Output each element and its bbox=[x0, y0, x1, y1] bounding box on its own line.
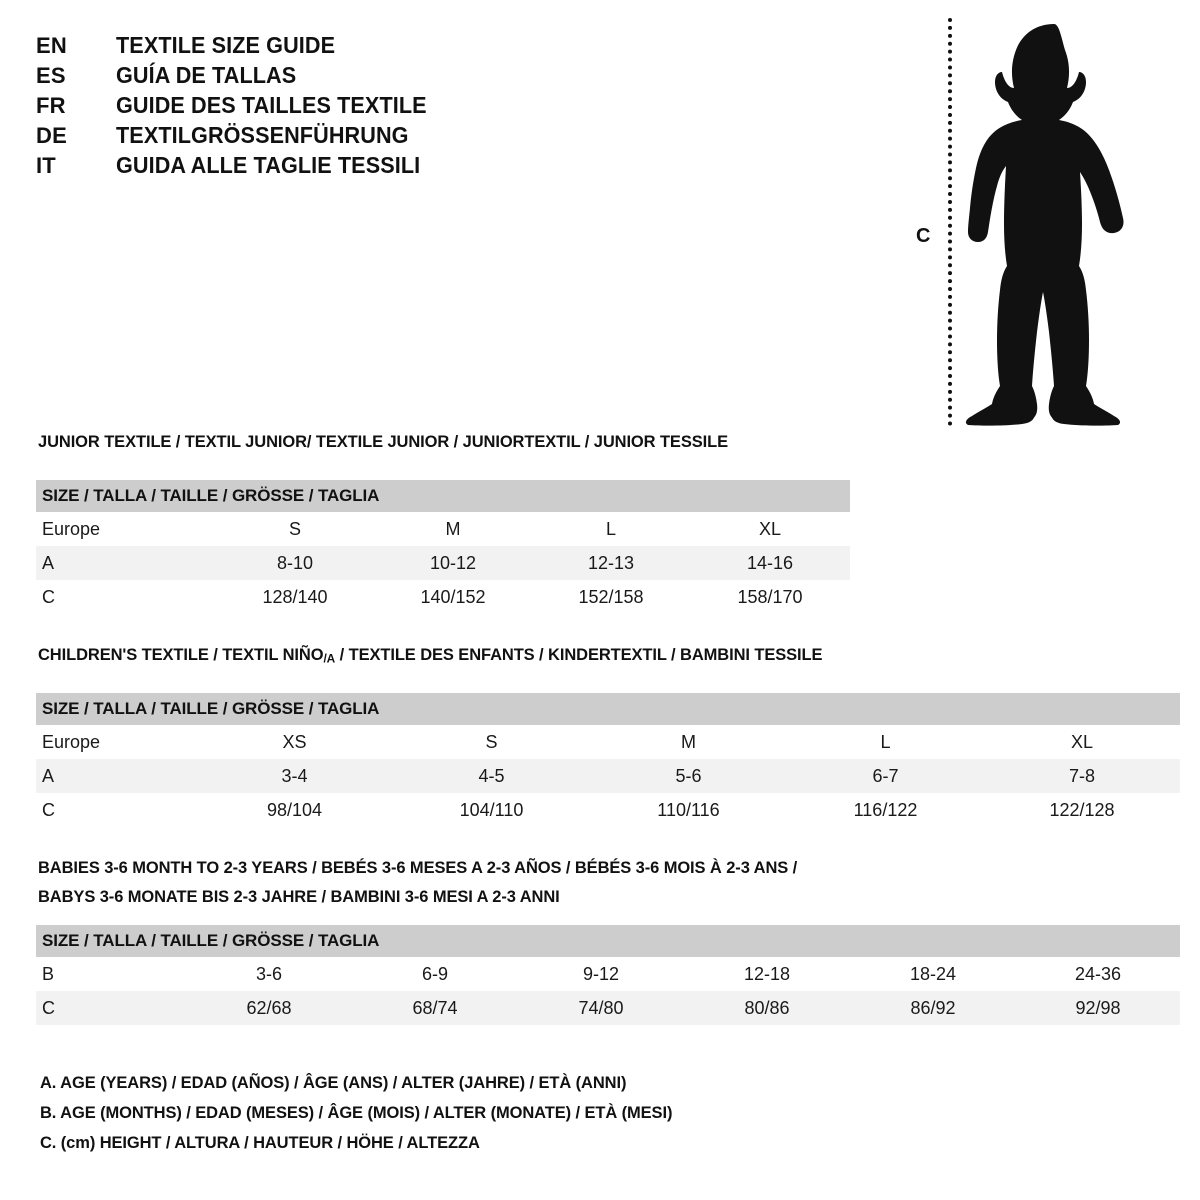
header-title-text: GUIDE DES TAILLES TEXTILE bbox=[116, 92, 427, 118]
cell-value: 152/158 bbox=[532, 580, 690, 614]
header-row: EN TEXTILE SIZE GUIDE bbox=[36, 30, 876, 60]
cell-value: 140/152 bbox=[374, 580, 532, 614]
height-measure-label: C bbox=[916, 225, 931, 247]
cell-value: L bbox=[532, 512, 690, 546]
cell-value: M bbox=[590, 725, 787, 759]
height-diagram: C bbox=[900, 10, 1150, 430]
legend-line-a: A. AGE (YEARS) / EDAD (AÑOS) / ÂGE (ANS)… bbox=[40, 1073, 627, 1092]
cell-value: 6-9 bbox=[352, 957, 518, 991]
cell-value: 18-24 bbox=[850, 957, 1016, 991]
cell-value: 98/104 bbox=[196, 793, 393, 827]
cell-value: 68/74 bbox=[352, 991, 518, 1025]
row-label: B bbox=[36, 957, 186, 991]
cell-value: 80/86 bbox=[684, 991, 850, 1025]
cell-value: S bbox=[393, 725, 590, 759]
header-title-text: TEXTILGRÖSSENFÜHRUNG bbox=[116, 122, 409, 148]
cell-value: 12-13 bbox=[532, 546, 690, 580]
header-row: ES GUÍA DE TALLAS bbox=[36, 60, 876, 90]
header-lang-code: EN bbox=[36, 33, 67, 58]
toddler-silhouette-icon bbox=[965, 24, 1124, 426]
cell-value: S bbox=[216, 512, 374, 546]
cell-value: 158/170 bbox=[690, 580, 850, 614]
row-label: A bbox=[36, 759, 196, 793]
cell-value: XS bbox=[196, 725, 393, 759]
table-row: C 62/68 68/74 74/80 80/86 86/92 92/98 bbox=[36, 991, 1181, 1025]
cell-value: 62/68 bbox=[186, 991, 352, 1025]
section-heading-children: CHILDREN'S TEXTILE / TEXTIL NIÑO/A / TEX… bbox=[38, 645, 823, 666]
header-title-text: GUÍA DE TALLAS bbox=[116, 62, 297, 88]
cell-value: 116/122 bbox=[787, 793, 984, 827]
cell-value: 24-36 bbox=[1016, 957, 1181, 991]
junior-size-table: SIZE / TALLA / TAILLE / GRÖSSE / TAGLIA … bbox=[36, 480, 850, 614]
children-size-table: SIZE / TALLA / TAILLE / GRÖSSE / TAGLIA … bbox=[36, 693, 1181, 827]
row-label: A bbox=[36, 546, 216, 580]
cell-value: 14-16 bbox=[690, 546, 850, 580]
cell-value: 4-5 bbox=[393, 759, 590, 793]
header-lang-code: IT bbox=[36, 153, 56, 178]
table-row: Europe S M L XL bbox=[36, 512, 850, 546]
table-row: A 8-10 10-12 12-13 14-16 bbox=[36, 546, 850, 580]
table-row: A 3-4 4-5 5-6 6-7 7-8 bbox=[36, 759, 1181, 793]
children-heading-pre: CHILDREN'S TEXTILE / TEXTIL NIÑO bbox=[38, 645, 324, 664]
measurement-legend: A. AGE (YEARS) / EDAD (AÑOS) / ÂGE (ANS)… bbox=[40, 1068, 940, 1158]
row-label: Europe bbox=[36, 512, 216, 546]
junior-table-bar-row: SIZE / TALLA / TAILLE / GRÖSSE / TAGLIA bbox=[36, 480, 850, 512]
babies-size-table: SIZE / TALLA / TAILLE / GRÖSSE / TAGLIA … bbox=[36, 925, 1181, 1025]
cell-value: 122/128 bbox=[984, 793, 1181, 827]
cell-value: 5-6 bbox=[590, 759, 787, 793]
cell-value: 8-10 bbox=[216, 546, 374, 580]
header-title-text: TEXTILE SIZE GUIDE bbox=[116, 32, 336, 58]
cell-value: L bbox=[787, 725, 984, 759]
cell-value: 92/98 bbox=[1016, 991, 1181, 1025]
cell-value: M bbox=[374, 512, 532, 546]
row-label: C bbox=[36, 991, 186, 1025]
cell-value: 110/116 bbox=[590, 793, 787, 827]
section-heading-babies-line2: BABYS 3-6 MONATE BIS 2-3 JAHRE / BAMBINI… bbox=[38, 887, 560, 906]
cell-value: 74/80 bbox=[518, 991, 684, 1025]
babies-table-bar-row: SIZE / TALLA / TAILLE / GRÖSSE / TAGLIA bbox=[36, 925, 1181, 957]
header-row: FR GUIDE DES TAILLES TEXTILE bbox=[36, 90, 876, 120]
header-row: DE TEXTILGRÖSSENFÜHRUNG bbox=[36, 120, 876, 150]
cell-value: 7-8 bbox=[984, 759, 1181, 793]
cell-value: 12-18 bbox=[684, 957, 850, 991]
header-row: IT GUIDA ALLE TAGLIE TESSILI bbox=[36, 150, 876, 180]
table-row: Europe XS S M L XL bbox=[36, 725, 1181, 759]
cell-value: 6-7 bbox=[787, 759, 984, 793]
height-dotted-line bbox=[948, 18, 952, 426]
children-table-bar-row: SIZE / TALLA / TAILLE / GRÖSSE / TAGLIA bbox=[36, 693, 1181, 725]
cell-value: 3-6 bbox=[186, 957, 352, 991]
size-guide-header: EN TEXTILE SIZE GUIDE ES GUÍA DE TALLAS … bbox=[36, 30, 876, 180]
cell-value: XL bbox=[984, 725, 1181, 759]
cell-value: 9-12 bbox=[518, 957, 684, 991]
babies-table-bar-label: SIZE / TALLA / TAILLE / GRÖSSE / TAGLIA bbox=[36, 925, 1181, 957]
header-lang-code: FR bbox=[36, 93, 66, 118]
row-label: Europe bbox=[36, 725, 196, 759]
table-row: C 128/140 140/152 152/158 158/170 bbox=[36, 580, 850, 614]
junior-table-bar-label: SIZE / TALLA / TAILLE / GRÖSSE / TAGLIA bbox=[36, 480, 850, 512]
cell-value: 86/92 bbox=[850, 991, 1016, 1025]
children-heading-post: / TEXTILE DES ENFANTS / KINDERTEXTIL / B… bbox=[335, 645, 823, 664]
legend-line-b: B. AGE (MONTHS) / EDAD (MESES) / ÂGE (MO… bbox=[40, 1103, 673, 1122]
row-label: C bbox=[36, 793, 196, 827]
children-heading-subscript: /A bbox=[323, 651, 336, 666]
section-heading-junior: JUNIOR TEXTILE / TEXTIL JUNIOR/ TEXTILE … bbox=[38, 432, 729, 451]
table-row: C 98/104 104/110 110/116 116/122 122/128 bbox=[36, 793, 1181, 827]
cell-value: 104/110 bbox=[393, 793, 590, 827]
section-heading-babies-line1: BABIES 3-6 MONTH TO 2-3 YEARS / BEBÉS 3-… bbox=[38, 858, 798, 877]
cell-value: 3-4 bbox=[196, 759, 393, 793]
header-title-text: GUIDA ALLE TAGLIE TESSILI bbox=[116, 152, 421, 178]
legend-line-c: C. (cm) HEIGHT / ALTURA / HAUTEUR / HÖHE… bbox=[40, 1133, 480, 1152]
children-table-bar-label: SIZE / TALLA / TAILLE / GRÖSSE / TAGLIA bbox=[36, 693, 1181, 725]
header-lang-code: ES bbox=[36, 63, 66, 88]
table-row: B 3-6 6-9 9-12 12-18 18-24 24-36 bbox=[36, 957, 1181, 991]
header-lang-code: DE bbox=[36, 123, 67, 148]
cell-value: 128/140 bbox=[216, 580, 374, 614]
row-label: C bbox=[36, 580, 216, 614]
cell-value: XL bbox=[690, 512, 850, 546]
cell-value: 10-12 bbox=[374, 546, 532, 580]
